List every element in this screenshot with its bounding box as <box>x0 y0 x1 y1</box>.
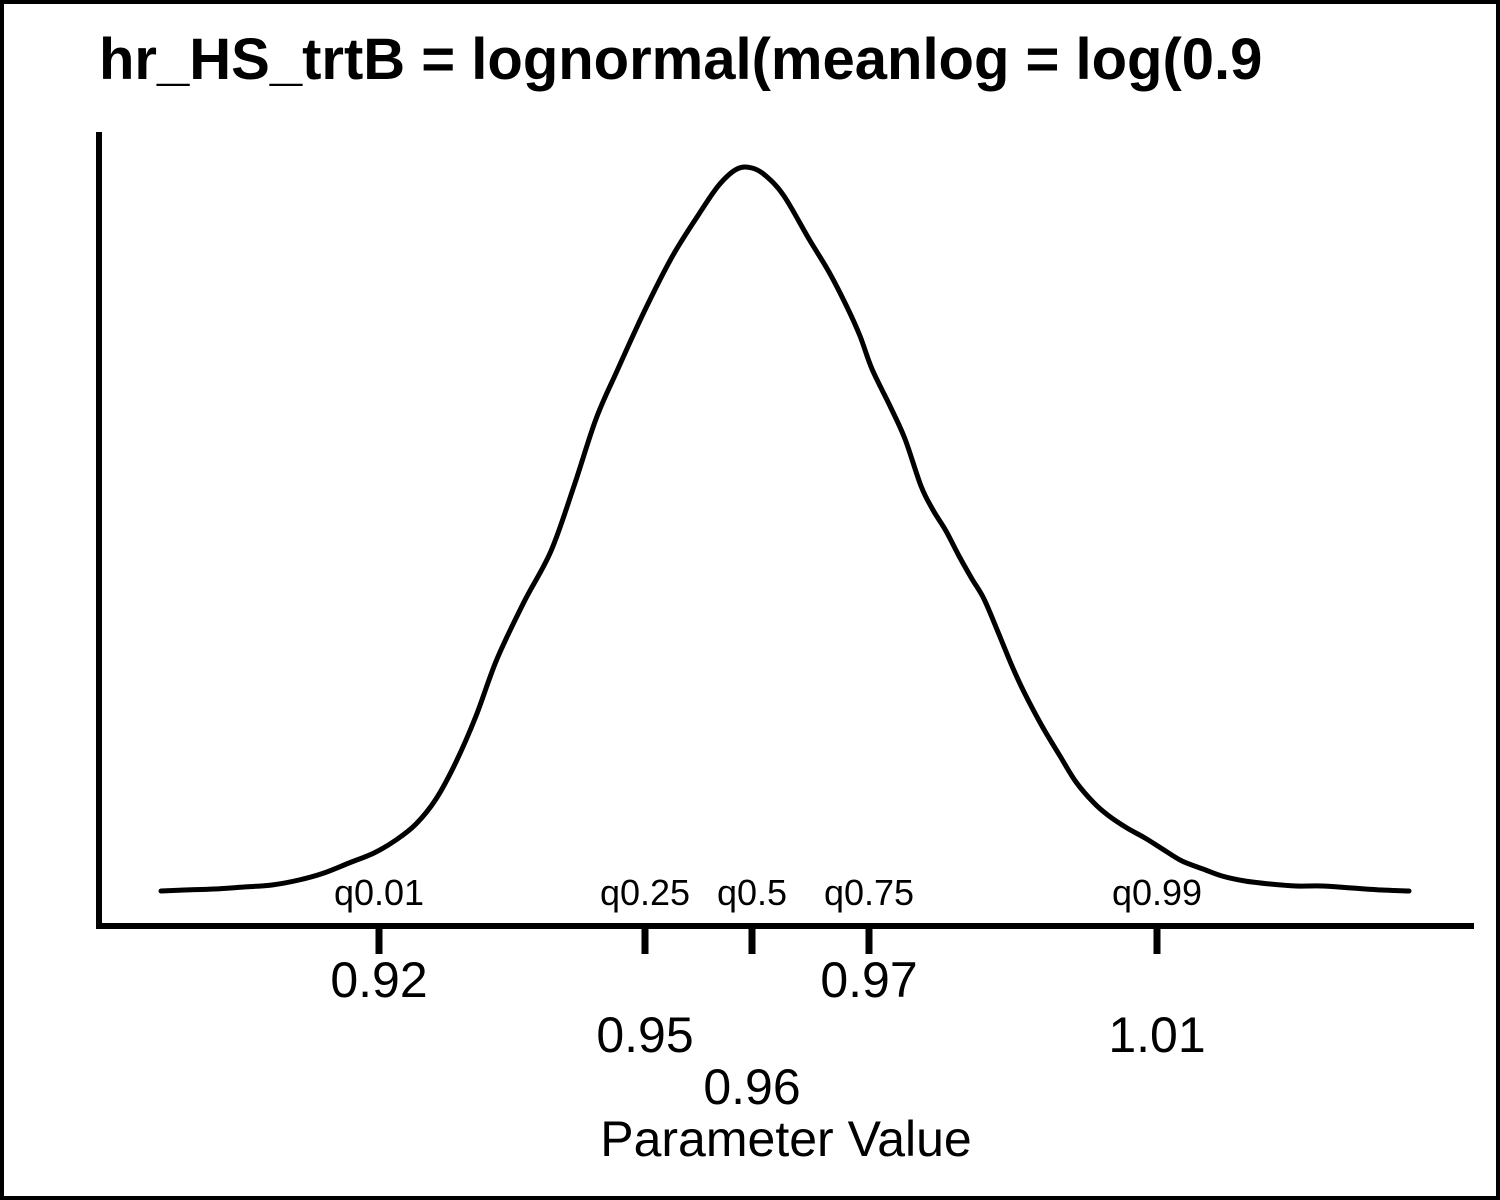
plot-title: hr_HS_trtB = lognormal(meanlog = log(0.9 <box>99 27 1263 92</box>
density-plot: q0.01 q0.25 q0.5 q0.75 q0.99 0.920.950.960.9… <box>96 132 1474 1167</box>
quantile-label-q0.5: q0.5 <box>717 872 787 913</box>
x-tick-label-q0.75: 0.97 <box>820 952 917 1008</box>
x-tick-label-q0.99: 1.01 <box>1108 1007 1205 1063</box>
x-axis-ticks <box>375 929 1161 954</box>
x-tick-label-q0.25: 0.95 <box>596 1007 693 1063</box>
quantile-labels: q0.01 q0.25 q0.5 q0.75 q0.99 <box>334 872 1202 913</box>
x-axis-label: Parameter Value <box>600 1111 971 1167</box>
quantile-label-q0.99: q0.99 <box>1112 872 1202 913</box>
quantile-label-q0.01: q0.01 <box>334 872 424 913</box>
quantile-label-q0.25: q0.25 <box>600 872 690 913</box>
quantile-label-q0.75: q0.75 <box>824 872 914 913</box>
x-tick-label-q0.01: 0.92 <box>330 952 427 1008</box>
x-tick-label-q0.5: 0.96 <box>703 1059 800 1115</box>
density-curve <box>158 164 1412 894</box>
x-axis-tick-labels: 0.92 0.950.96 0.97 1.01 <box>330 952 1205 1115</box>
